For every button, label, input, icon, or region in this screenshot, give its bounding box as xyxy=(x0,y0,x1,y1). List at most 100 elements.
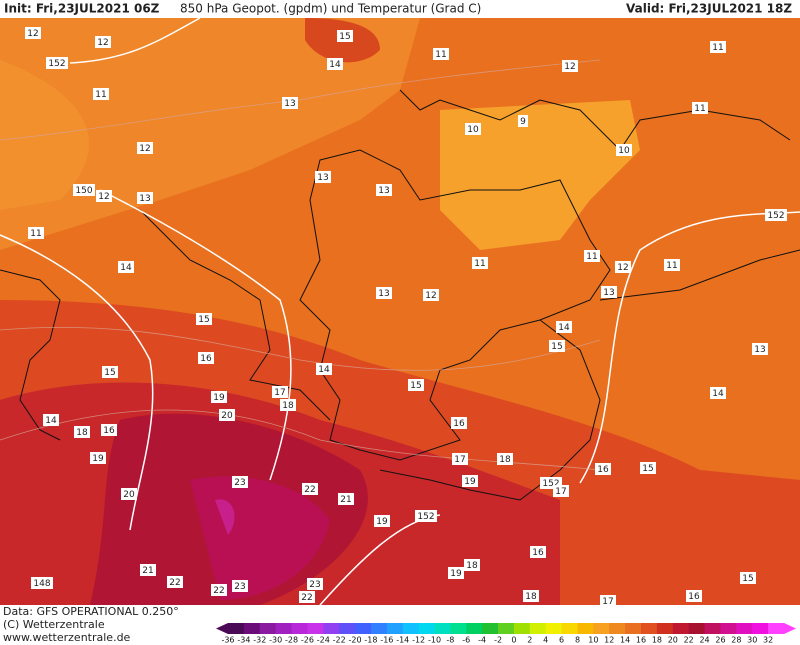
contour-label: 13 xyxy=(603,288,614,298)
scale-label: 2 xyxy=(527,636,532,645)
scale-label: -14 xyxy=(396,636,409,645)
contour-label: 22 xyxy=(301,593,312,603)
label-box xyxy=(448,567,464,579)
label-box xyxy=(472,257,488,269)
scale-swatch xyxy=(768,623,785,634)
label-box xyxy=(137,142,153,154)
scale-swatch xyxy=(609,623,626,634)
contour-label: 22 xyxy=(213,586,224,596)
contour-label: 19 xyxy=(213,393,225,403)
contour-label: 150 xyxy=(75,186,92,196)
scale-swatch xyxy=(228,623,245,634)
label-box xyxy=(415,510,437,522)
scale-label: 10 xyxy=(588,636,598,645)
label-box xyxy=(299,591,315,603)
label-box xyxy=(140,564,156,576)
scale-label: 20 xyxy=(668,636,678,645)
contour-label: 16 xyxy=(597,465,609,475)
label-box xyxy=(102,366,118,378)
scale-swatch xyxy=(386,623,404,634)
label-box xyxy=(232,476,248,488)
label-box xyxy=(423,289,439,301)
contour-label: 12 xyxy=(97,38,108,48)
label-box xyxy=(31,577,53,589)
contour-label: 11 xyxy=(666,261,677,271)
label-box xyxy=(374,515,390,527)
label-box xyxy=(562,60,578,72)
contour-label: 15 xyxy=(198,315,209,325)
scale-swatch xyxy=(513,623,531,634)
label-box xyxy=(433,48,449,60)
contour-label: 15 xyxy=(642,464,653,474)
contour-label: 20 xyxy=(221,411,233,421)
contour-label: 11 xyxy=(694,104,705,114)
scale-swatch xyxy=(498,623,515,634)
label-box xyxy=(219,409,235,421)
label-box xyxy=(740,572,756,584)
label-box xyxy=(211,391,227,403)
contour-label: 19 xyxy=(464,477,476,487)
label-box xyxy=(553,485,569,497)
scale-label: -30 xyxy=(269,636,282,645)
scale-label: -18 xyxy=(364,636,377,645)
label-box xyxy=(307,578,323,590)
scale-swatch xyxy=(561,623,578,634)
scale-label: 0 xyxy=(511,636,516,645)
contour-label: 23 xyxy=(234,582,245,592)
scale-swatch xyxy=(418,623,436,634)
label-box xyxy=(600,595,616,607)
label-box xyxy=(232,580,248,592)
contour-label: 14 xyxy=(120,263,132,273)
contour-label: 10 xyxy=(467,125,479,135)
scale-swatch xyxy=(450,623,467,634)
label-box xyxy=(556,321,572,333)
scale-arrow-right xyxy=(784,623,796,634)
label-box xyxy=(462,475,478,487)
contour-label: 12 xyxy=(27,29,38,39)
label-box xyxy=(315,171,331,183)
label-box xyxy=(118,261,134,273)
label-box xyxy=(101,424,117,436)
scale-swatch xyxy=(625,623,642,634)
contour-label: 18 xyxy=(499,455,511,465)
scale-swatch xyxy=(736,623,753,634)
contour-label: 23 xyxy=(234,478,245,488)
scale-label: 26 xyxy=(715,636,725,645)
scale-swatch xyxy=(243,623,261,634)
label-box xyxy=(497,453,513,465)
scale-label: 24 xyxy=(699,636,709,645)
label-box xyxy=(211,584,227,596)
contour-label: 11 xyxy=(712,43,723,53)
scale-label: -36 xyxy=(221,636,234,645)
label-box xyxy=(25,27,41,39)
contour-label: 152 xyxy=(417,512,434,522)
label-box xyxy=(640,462,656,474)
scale-swatch xyxy=(529,623,547,634)
label-box xyxy=(280,399,296,411)
color-scale: -36 -34 -32 -30 -28 -26 -24 -22 -20 -18 -16 -14 -12-… xyxy=(216,623,796,645)
label-box xyxy=(43,414,59,426)
scale-swatch xyxy=(370,623,388,634)
label-box xyxy=(196,313,212,325)
contour-label: 11 xyxy=(474,259,485,269)
scale-label: -24 xyxy=(317,636,330,645)
scale-label: -22 xyxy=(333,636,346,645)
label-box xyxy=(523,590,539,602)
scale-swatch xyxy=(323,623,340,634)
label-box xyxy=(167,576,183,588)
data-source: Data: GFS OPERATIONAL 0.250° xyxy=(3,605,179,618)
scale-swatch xyxy=(482,623,499,634)
label-box xyxy=(686,590,702,602)
scale-swatch xyxy=(259,623,277,634)
label-box xyxy=(692,102,708,114)
scale-swatch xyxy=(577,623,594,634)
contour-label: 14 xyxy=(558,323,570,333)
contour-label: 152 xyxy=(767,211,784,221)
scale-label: 18 xyxy=(652,636,662,645)
scale-label: 8 xyxy=(575,636,580,645)
contour-label: 14 xyxy=(329,60,341,70)
scale-label: -4 xyxy=(478,636,486,645)
scale-label: 16 xyxy=(636,636,646,645)
label-box xyxy=(302,483,318,495)
label-box xyxy=(710,387,726,399)
